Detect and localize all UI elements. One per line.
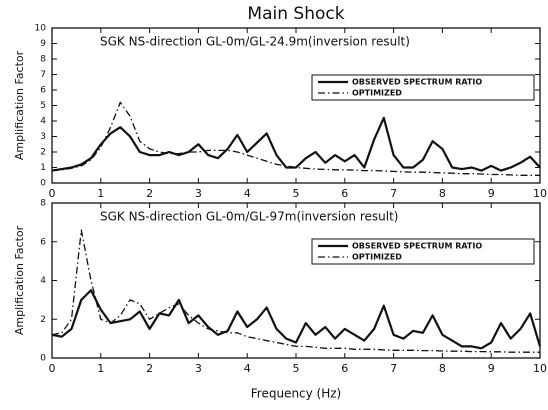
y-tick-label: 7 (40, 70, 46, 80)
x-tick-label: 7 (390, 362, 397, 375)
x-tick-label: 0 (49, 362, 56, 375)
x-tick-label: 5 (293, 187, 300, 200)
subtitle: SGK NS-direction GL-0m/GL-24.9m(inversio… (100, 35, 410, 49)
x-tick-label: 6 (341, 362, 348, 375)
y-tick-label: 4 (40, 117, 46, 127)
legend-label: OBSERVED SPECTRUM RATIO (352, 242, 482, 251)
y-tick-label: 6 (40, 237, 46, 247)
y-tick-label: 9 (40, 39, 46, 49)
y-tick-label: 8 (40, 199, 46, 209)
figure-title: Main Shock (247, 4, 344, 24)
x-tick-label: 3 (195, 362, 202, 375)
line-series (51, 101, 540, 176)
y-tick-label: 0 (40, 354, 46, 364)
y-tick-label: 2 (40, 315, 46, 325)
y-tick-label: 6 (40, 86, 46, 96)
y-tick-label: 4 (40, 276, 46, 286)
y-tick-label: 8 (40, 55, 46, 65)
x-tick-label: 10 (533, 362, 547, 375)
x-tick-label: 5 (293, 362, 300, 375)
line-series (51, 289, 542, 350)
x-tick-label: 4 (244, 187, 251, 200)
y-tick-label: 0 (40, 179, 46, 189)
legend-label: OPTIMIZED (352, 253, 402, 262)
legend-label: OPTIMIZED (352, 89, 402, 98)
x-tick-label: 2 (146, 187, 153, 200)
x-tick-label: 0 (49, 187, 56, 200)
plot-frame (51, 202, 541, 359)
subtitle: SGK NS-direction GL-0m/GL-97m(inversion … (100, 210, 398, 224)
x-tick-label: 1 (97, 187, 104, 200)
legend-label: OBSERVED SPECTRUM RATIO (352, 78, 482, 87)
plot-frame (51, 27, 541, 184)
y-tick-label: 1 (40, 163, 46, 173)
y-tick-label: 5 (40, 101, 46, 111)
legend-box (311, 238, 535, 265)
y-tick-label: 3 (40, 132, 46, 142)
y-tick-label: 2 (40, 148, 46, 158)
x-tick-label: 3 (195, 187, 202, 200)
y-tick-label: 10 (35, 24, 47, 34)
x-tick-label: 8 (439, 187, 446, 200)
x-tick-label: 6 (341, 187, 348, 200)
x-tick-label: 2 (146, 362, 153, 375)
x-tick-label: 9 (488, 187, 495, 200)
legend-box (311, 74, 535, 101)
line-series (51, 116, 541, 172)
y-axis-label: Amplification Factor (13, 50, 26, 160)
x-tick-label: 1 (97, 362, 104, 375)
x-tick-label: 4 (244, 362, 251, 375)
x-tick-label: 9 (488, 362, 495, 375)
line-series (51, 229, 540, 353)
x-tick-label: 8 (439, 362, 446, 375)
y-axis-label: Amplification Factor (13, 225, 26, 335)
x-tick-label: 10 (533, 187, 547, 200)
x-tick-label: 7 (390, 187, 397, 200)
x-axis-label: Frequency (Hz) (251, 387, 342, 401)
